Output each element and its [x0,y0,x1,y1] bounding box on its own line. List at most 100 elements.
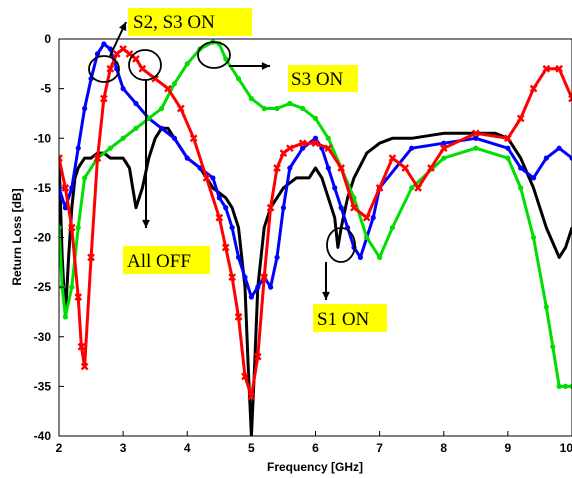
x-tick-label: 8 [440,441,447,455]
highlight-circle [326,227,356,263]
data-point [530,175,537,181]
data-point [282,187,285,189]
data-point [247,365,249,368]
y-tick-label: -20 [34,231,52,245]
data-point [543,155,549,161]
data-point [101,41,107,47]
data-point [93,154,102,162]
annotations: S2, S3 ON S3 ON All OFF S1 ON [88,8,387,332]
data-point [410,137,413,140]
data-point [516,114,525,123]
data-point [427,164,435,172]
annotation-callout: S1 ON [313,304,387,332]
data-point [555,64,564,73]
data-point [210,175,216,181]
data-point [325,165,331,171]
plot-frame [58,38,572,437]
data-point [131,187,134,189]
callout-arrow [109,21,127,57]
data-point [184,61,190,67]
data-point [82,105,88,112]
callout-arrow [229,62,270,70]
data-point [82,175,88,181]
data-point [298,139,307,148]
x-tick-label: 7 [376,441,383,455]
data-point [167,127,169,130]
data-point [235,76,242,82]
data-point [71,206,73,209]
data-point [235,254,242,260]
data-point [132,55,140,63]
data-point [241,372,249,381]
data-point [529,84,538,93]
data-point [378,142,381,145]
data-point [69,185,75,191]
data-point [364,234,370,241]
callout-background [128,8,252,36]
x-tick-label: 10 [560,441,572,455]
callout-label: S3 ON [291,69,344,90]
data-point [441,155,447,161]
data-point [224,197,227,199]
data-point [556,145,562,151]
data-point [321,177,323,179]
data-point [518,185,524,191]
data-point [77,342,86,351]
data-point [268,284,274,290]
series-line [59,126,572,436]
data-point [67,223,76,232]
data-point [184,155,190,161]
data-point [519,157,522,159]
data-point [314,167,317,169]
data-point [312,135,319,141]
data-point [74,293,83,301]
callout-arrow [142,80,150,228]
data-point [558,256,560,259]
data-point [69,284,75,290]
data-point [120,86,126,92]
callout-arrow [322,262,330,300]
data-point [106,64,115,73]
data-point [221,243,230,252]
data-point [325,135,331,141]
data-point [138,64,147,73]
y-tick-label: -30 [34,330,52,344]
data-point [87,253,95,262]
series-line [59,40,572,388]
data-point [542,64,551,73]
series-2 [59,39,572,389]
y-tick-label: -35 [34,379,52,393]
data-point [266,203,275,212]
data-point [90,157,92,159]
data-point [59,154,63,162]
data-point [569,383,572,389]
data-point [332,185,338,191]
data-point [154,137,156,140]
data-point [357,254,363,260]
data-point [223,205,229,211]
data-point [505,155,511,161]
data-point [61,184,70,192]
data-point [543,304,549,310]
data-point [568,94,572,103]
data-point [518,165,524,171]
callout-background [313,304,387,332]
data-point [263,226,266,229]
data-point [248,95,254,102]
highlight-circle [88,55,120,83]
series-3 [59,45,572,401]
data-point [308,177,310,179]
data-point [62,205,69,211]
data-point [159,105,165,112]
highlight-circle [128,49,162,81]
data-point [75,145,81,151]
data-point [109,157,112,159]
data-point [146,115,152,121]
data-point [494,132,496,135]
data-point [59,224,62,231]
data-point [261,105,267,112]
data-point [107,145,113,151]
y-axis-title: Return Loss [dB] [10,188,24,285]
callout-label: S1 ON [317,309,370,330]
series-0 [59,126,572,436]
